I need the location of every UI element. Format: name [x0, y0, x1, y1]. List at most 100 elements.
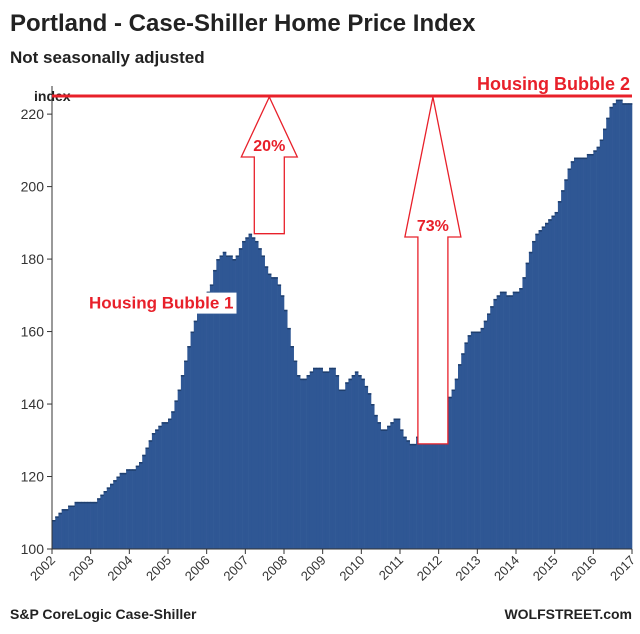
- x-tick-label: 2010: [336, 553, 367, 584]
- bar-top-edge: [77, 501, 82, 504]
- x-tick-label: 2009: [298, 553, 329, 584]
- bar-top-edge: [296, 375, 301, 377]
- bar-top-edge: [171, 411, 175, 413]
- bar-top-edge: [580, 157, 584, 160]
- bar-top-edge: [100, 494, 104, 497]
- bar-top-edge: [612, 103, 617, 105]
- bar: [551, 215, 555, 549]
- bar: [68, 505, 72, 549]
- bar-top-edge: [168, 418, 172, 421]
- bar-top-edge: [164, 422, 169, 424]
- bar: [93, 501, 98, 549]
- bar-top-edge: [490, 306, 494, 308]
- bar: [519, 288, 523, 549]
- bar-top-edge: [448, 396, 452, 399]
- bar: [274, 277, 278, 549]
- bar: [303, 378, 307, 549]
- bar: [319, 367, 323, 549]
- bar: [345, 382, 349, 549]
- bar: [58, 512, 62, 549]
- bar: [155, 429, 159, 549]
- bar-top-edge: [158, 425, 162, 428]
- bar: [548, 219, 552, 549]
- bar-top-edge: [64, 509, 69, 511]
- bar-top-edge: [470, 331, 475, 334]
- bar: [200, 302, 204, 549]
- bar-top-edge: [87, 501, 91, 504]
- bar: [599, 139, 604, 550]
- bar: [406, 440, 410, 549]
- bar: [245, 237, 249, 549]
- bar: [512, 291, 517, 549]
- bar: [335, 375, 340, 549]
- bar-top-edge: [97, 498, 101, 500]
- bar: [496, 295, 501, 549]
- bar-top-edge: [545, 222, 549, 225]
- bar-top-edge: [238, 248, 243, 250]
- bar: [503, 291, 507, 549]
- chart-title: Portland - Case-Shiller Home Price Index: [10, 10, 476, 37]
- bar-top-edge: [290, 346, 294, 348]
- bar-top-edge: [255, 240, 259, 243]
- bar-top-edge: [226, 255, 230, 257]
- bar: [168, 418, 172, 549]
- bar-top-edge: [184, 360, 188, 363]
- bar: [516, 291, 520, 549]
- bar-top-edge: [615, 99, 620, 102]
- bar-top-edge: [329, 367, 333, 370]
- bar-top-edge: [567, 168, 572, 170]
- bar: [409, 443, 414, 549]
- bar: [325, 371, 330, 549]
- bar-top-edge: [322, 371, 327, 373]
- bar: [364, 385, 369, 549]
- x-tick-label: 2015: [530, 553, 561, 584]
- bar: [81, 501, 85, 549]
- bar: [425, 411, 430, 549]
- bar-top-edge: [113, 480, 117, 482]
- bar: [242, 240, 246, 549]
- bar: [419, 429, 423, 549]
- bar-top-edge: [242, 240, 246, 243]
- bar-top-edge: [345, 382, 349, 384]
- bar: [545, 222, 549, 549]
- x-tick-label: 2002: [27, 553, 58, 584]
- bar-top-edge: [116, 476, 120, 479]
- x-tick-label: 2013: [452, 553, 483, 584]
- bar-top-edge: [155, 429, 159, 431]
- bar: [251, 237, 256, 549]
- x-tick-label: 2011: [376, 553, 406, 583]
- arrow-73-percent-label: 73%: [417, 218, 449, 235]
- bar-top-edge: [274, 277, 278, 279]
- bar: [467, 335, 472, 549]
- bar: [454, 378, 459, 549]
- bar: [451, 389, 456, 549]
- bar: [110, 483, 114, 549]
- bar: [509, 295, 514, 549]
- bar-top-edge: [132, 469, 137, 471]
- bar: [461, 353, 465, 549]
- bar: [380, 429, 385, 549]
- bar-top-edge: [277, 284, 282, 286]
- bar-top-edge: [557, 201, 562, 203]
- bar-top-edge: [142, 454, 146, 457]
- bar: [197, 309, 201, 549]
- bar-top-edge: [590, 153, 594, 156]
- bar: [329, 367, 333, 549]
- bar-top-edge: [619, 99, 623, 102]
- bar-top-edge: [55, 516, 59, 518]
- bar-top-edge: [361, 378, 365, 381]
- bar-top-edge: [103, 491, 108, 493]
- bar: [148, 440, 153, 549]
- bar-top-edge: [151, 433, 156, 435]
- bar: [322, 371, 327, 549]
- bar: [603, 128, 607, 549]
- housing-bubble-1-label-bg: [86, 292, 237, 314]
- bar: [374, 414, 378, 549]
- bar: [477, 331, 481, 549]
- bar: [177, 389, 182, 549]
- bar: [564, 179, 568, 549]
- bar: [77, 501, 82, 549]
- y-tick-label: 200: [21, 179, 45, 195]
- y-tick-label: 100: [21, 541, 45, 557]
